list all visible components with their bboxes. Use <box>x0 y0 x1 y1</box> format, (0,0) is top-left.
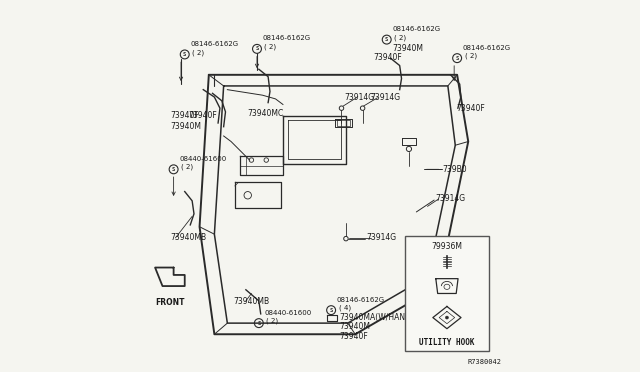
Text: 73940F: 73940F <box>374 52 403 61</box>
Text: ( 2): ( 2) <box>264 44 276 50</box>
Text: 73940MC: 73940MC <box>248 109 284 118</box>
Text: 73940F: 73940F <box>170 111 198 120</box>
Text: S: S <box>255 46 259 51</box>
Text: S: S <box>172 167 175 172</box>
Text: 08146-6162G: 08146-6162G <box>190 41 239 47</box>
Text: S: S <box>183 52 186 57</box>
Text: FRONT: FRONT <box>155 298 185 307</box>
Text: 73940M: 73940M <box>170 122 201 131</box>
Text: 73914G: 73914G <box>366 233 396 243</box>
Text: 73940MA(W/HANGER): 73940MA(W/HANGER) <box>340 313 425 322</box>
Text: ( 2): ( 2) <box>192 49 204 55</box>
Text: S: S <box>330 308 333 312</box>
Text: S: S <box>385 37 388 42</box>
Text: 73940F: 73940F <box>340 331 369 341</box>
Text: 73940F: 73940F <box>456 104 485 113</box>
Text: 08146-6162G: 08146-6162G <box>463 45 511 51</box>
Text: UTILITY HOOK: UTILITY HOOK <box>419 338 475 347</box>
Text: S: S <box>257 321 260 326</box>
Circle shape <box>445 316 449 319</box>
Text: 73914G: 73914G <box>435 195 465 203</box>
Text: ( 4): ( 4) <box>339 305 351 311</box>
Text: ( 2): ( 2) <box>465 53 477 59</box>
Text: ( 2): ( 2) <box>266 318 278 324</box>
Text: 73940MB: 73940MB <box>170 233 206 243</box>
Text: 73940MB: 73940MB <box>233 297 269 306</box>
Text: ( 2): ( 2) <box>181 164 193 170</box>
Text: 73940M: 73940M <box>340 322 371 331</box>
Text: 73940F: 73940F <box>188 111 217 120</box>
Text: 08440-61600: 08440-61600 <box>264 310 312 316</box>
Text: 08146-6162G: 08146-6162G <box>262 35 310 41</box>
Text: ( 2): ( 2) <box>394 34 406 41</box>
Text: 73914G: 73914G <box>370 93 400 102</box>
Text: 73914G: 73914G <box>344 93 374 102</box>
Text: 08440-61600: 08440-61600 <box>179 156 227 162</box>
Text: S: S <box>456 56 459 61</box>
Text: R7380042: R7380042 <box>468 359 502 365</box>
Text: 739B0: 739B0 <box>442 165 467 174</box>
Text: 08146-6162G: 08146-6162G <box>392 26 440 32</box>
Bar <box>405 236 488 351</box>
Text: 08146-6162G: 08146-6162G <box>337 297 385 303</box>
Text: 79936M: 79936M <box>431 242 463 251</box>
Text: 73940M: 73940M <box>392 44 423 53</box>
